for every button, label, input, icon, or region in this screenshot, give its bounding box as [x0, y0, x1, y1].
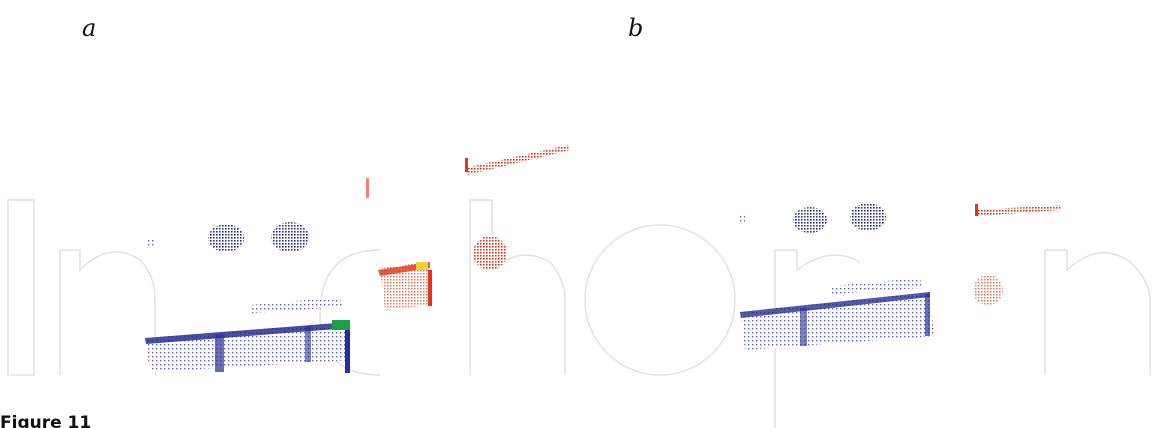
figure-caption: Figure 11 — [0, 413, 91, 428]
panel-label: a — [82, 14, 96, 42]
point-cloud-a — [145, 145, 570, 373]
watermark — [8, 200, 1150, 428]
figure: a b Figure 11 — [0, 0, 1159, 428]
panel-label: b — [628, 14, 643, 42]
point-cloud-b — [740, 203, 1061, 350]
